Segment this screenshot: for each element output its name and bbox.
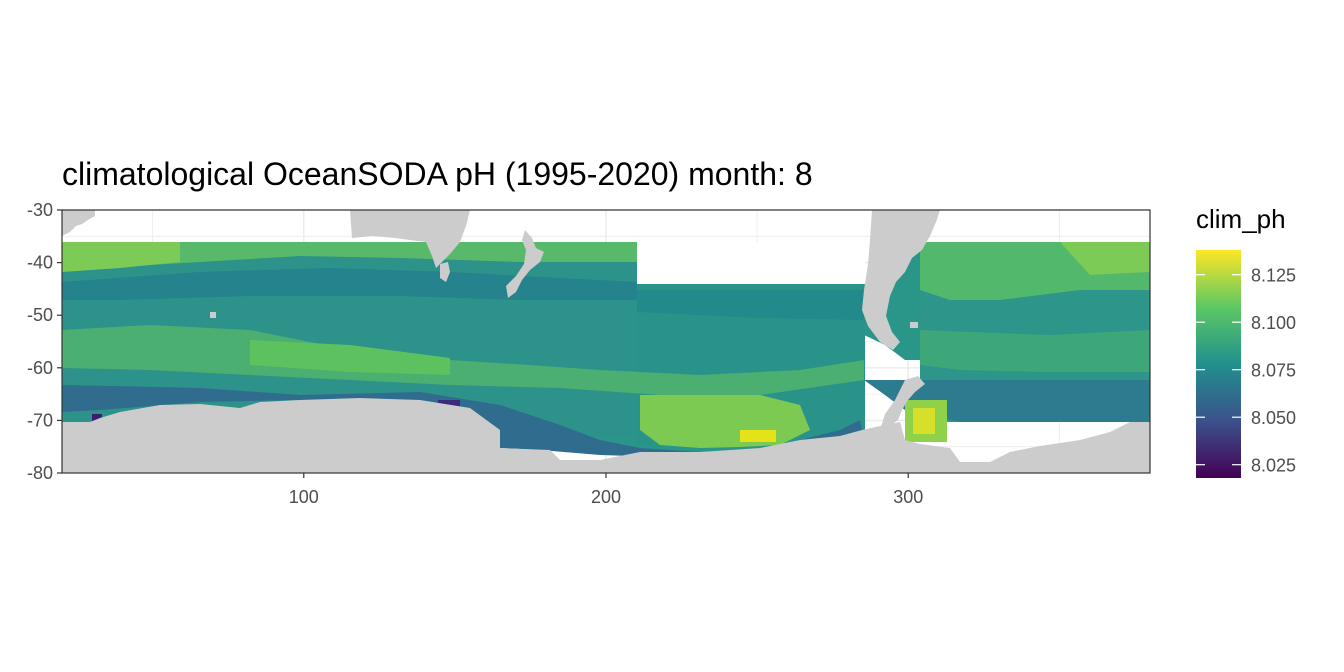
y-tick-label: -50 xyxy=(27,305,53,325)
legend-tick-label: 8.050 xyxy=(1251,408,1296,428)
legend-title: clim_ph xyxy=(1196,204,1286,234)
land-masses xyxy=(62,210,1150,473)
legend-ticks: 8.025 8.050 8.075 8.100 8.125 xyxy=(1196,266,1296,476)
legend-tick-label: 8.025 xyxy=(1251,456,1296,476)
map-title: climatological OceanSODA pH (1995-2020) … xyxy=(62,156,813,192)
x-tick-label: 300 xyxy=(893,487,923,507)
y-tick-label: -40 xyxy=(27,253,53,273)
y-tick-label: -60 xyxy=(27,358,53,378)
missing-data xyxy=(637,242,865,284)
legend-tick-label: 8.075 xyxy=(1251,361,1296,381)
y-tick-label: -80 xyxy=(27,463,53,483)
x-tick-label: 100 xyxy=(289,487,319,507)
x-tick-label: 200 xyxy=(591,487,621,507)
y-tick-label: -70 xyxy=(27,410,53,430)
y-axis: -30 -40 -50 -60 -70 -80 xyxy=(27,200,62,483)
legend-tick-label: 8.125 xyxy=(1251,266,1296,286)
y-tick-label: -30 xyxy=(27,200,53,220)
x-axis: 100 200 300 xyxy=(289,473,923,507)
legend-tick-label: 8.100 xyxy=(1251,313,1296,333)
legend-colorbar xyxy=(1196,250,1241,478)
